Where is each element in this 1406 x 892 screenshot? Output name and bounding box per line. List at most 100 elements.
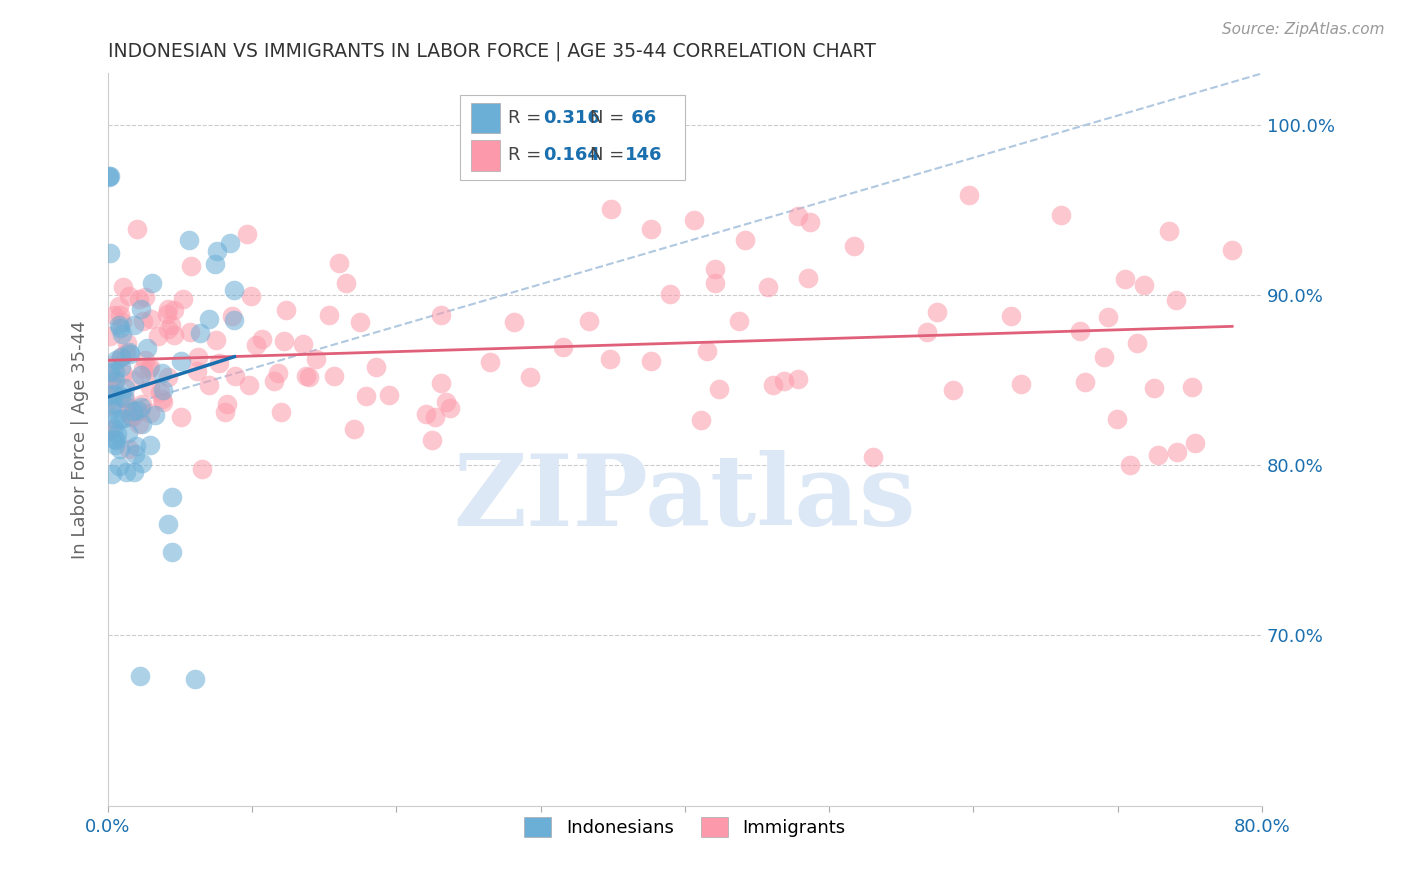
Point [156, 308, 179, 322]
Point [101, 420, 124, 434]
Point [104, 365, 127, 379]
Point [295, 369, 318, 384]
Point [105, 353, 128, 368]
Point [703, 276, 725, 290]
Point [149, 385, 172, 400]
Point [323, 368, 346, 383]
Point [98, 399, 121, 413]
Point [103, 308, 125, 322]
Point [1010, 376, 1032, 391]
Point [98, 372, 121, 386]
Point [129, 301, 152, 316]
Point [205, 333, 228, 347]
Point [139, 380, 162, 394]
Point [696, 344, 718, 359]
Point [103, 386, 125, 401]
Text: R =: R = [509, 146, 547, 164]
Point [423, 409, 446, 424]
Point [129, 400, 152, 414]
Point [156, 516, 179, 531]
Point [127, 222, 149, 236]
Point [235, 227, 257, 242]
Point [163, 303, 186, 318]
Point [163, 328, 186, 343]
Point [356, 389, 378, 403]
Point [107, 458, 129, 473]
Point [430, 376, 453, 391]
Point [156, 302, 179, 317]
Point [179, 233, 201, 247]
Point [957, 187, 980, 202]
Text: 0.316: 0.316 [543, 109, 600, 127]
Point [98, 245, 121, 260]
Point [112, 280, 135, 294]
Point [150, 366, 173, 380]
Point [224, 369, 246, 384]
Point [343, 422, 366, 436]
Point [160, 490, 183, 504]
Point [104, 412, 127, 426]
Point [267, 367, 290, 381]
Point [1164, 293, 1187, 307]
Point [690, 413, 713, 427]
Point [1126, 336, 1149, 351]
Point [1184, 436, 1206, 450]
Point [98, 328, 121, 343]
Point [104, 375, 127, 389]
Point [152, 383, 174, 397]
Point [118, 406, 141, 420]
Point [138, 406, 160, 420]
Point [797, 270, 820, 285]
Point [734, 233, 756, 247]
Point [478, 355, 501, 369]
Point [328, 256, 350, 270]
Point [125, 403, 148, 417]
Point [98, 424, 121, 438]
Point [640, 222, 662, 236]
Point [146, 329, 169, 343]
Point [187, 351, 209, 365]
Point [599, 202, 621, 216]
Text: 0.164: 0.164 [543, 146, 600, 164]
Point [298, 370, 321, 384]
Point [108, 308, 131, 322]
Point [114, 391, 136, 405]
Point [128, 292, 150, 306]
Point [1181, 379, 1204, 393]
Point [599, 351, 621, 366]
Point [125, 439, 148, 453]
Point [335, 276, 357, 290]
Point [136, 341, 159, 355]
Point [217, 397, 239, 411]
Point [105, 427, 128, 442]
Point [208, 356, 231, 370]
Point [659, 287, 682, 301]
Point [117, 426, 139, 441]
Point [111, 327, 134, 342]
Point [218, 235, 240, 250]
Point [98, 391, 121, 405]
Point [305, 351, 328, 366]
Point [131, 417, 153, 432]
Point [129, 668, 152, 682]
Point [141, 311, 163, 326]
Point [118, 289, 141, 303]
Point [100, 467, 122, 481]
Point [756, 280, 779, 294]
Point [132, 314, 155, 328]
Point [172, 292, 194, 306]
Point [198, 312, 221, 326]
Point [1133, 277, 1156, 292]
FancyBboxPatch shape [471, 103, 501, 134]
Point [98, 365, 121, 379]
Point [114, 465, 136, 479]
Point [862, 450, 884, 464]
Point [118, 442, 141, 457]
Text: N =: N = [591, 109, 630, 127]
Point [132, 362, 155, 376]
Y-axis label: In Labor Force | Age 35-44: In Labor Force | Age 35-44 [72, 320, 89, 559]
Point [273, 334, 295, 348]
Point [240, 289, 263, 303]
Point [787, 209, 810, 223]
Point [110, 360, 132, 375]
